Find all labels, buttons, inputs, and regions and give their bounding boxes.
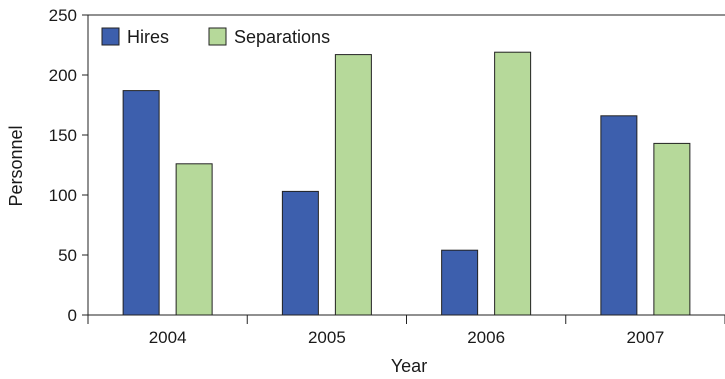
bar-hires-2004 xyxy=(122,90,160,316)
y-tick-label: 100 xyxy=(49,186,77,205)
bar-hires-2006 xyxy=(441,249,479,316)
x-tick-label: 2006 xyxy=(467,328,505,347)
legend-label-hires: Hires xyxy=(127,27,169,47)
bars xyxy=(122,51,691,316)
y-tick-label: 50 xyxy=(58,246,77,265)
x-tick-label: 2004 xyxy=(149,328,187,347)
bar-separations-2004 xyxy=(175,163,213,316)
bar-separations-2006 xyxy=(494,51,532,316)
y-axis-title: Personnel xyxy=(6,125,26,206)
legend-swatch-hires xyxy=(101,27,120,46)
bar-separations-2007 xyxy=(653,142,691,316)
legend-swatch-separations xyxy=(208,27,227,46)
legend-label-separations: Separations xyxy=(234,27,330,47)
x-tick-label: 2007 xyxy=(626,328,664,347)
y-tick-label: 250 xyxy=(49,6,77,25)
bar-hires-2007 xyxy=(600,115,638,316)
x-axis-title: Year xyxy=(391,356,427,376)
y-tick-label: 200 xyxy=(49,66,77,85)
x-tick-label: 2005 xyxy=(308,328,346,347)
y-tick-label: 150 xyxy=(49,126,77,145)
y-tick-label: 0 xyxy=(68,306,77,325)
legend: Hires Separations xyxy=(101,27,330,47)
bar-separations-2005 xyxy=(334,54,372,316)
bar-hires-2005 xyxy=(281,190,319,316)
axes: 0 50 100 150 200 250 2004 2005 2006 2007 xyxy=(49,6,725,347)
